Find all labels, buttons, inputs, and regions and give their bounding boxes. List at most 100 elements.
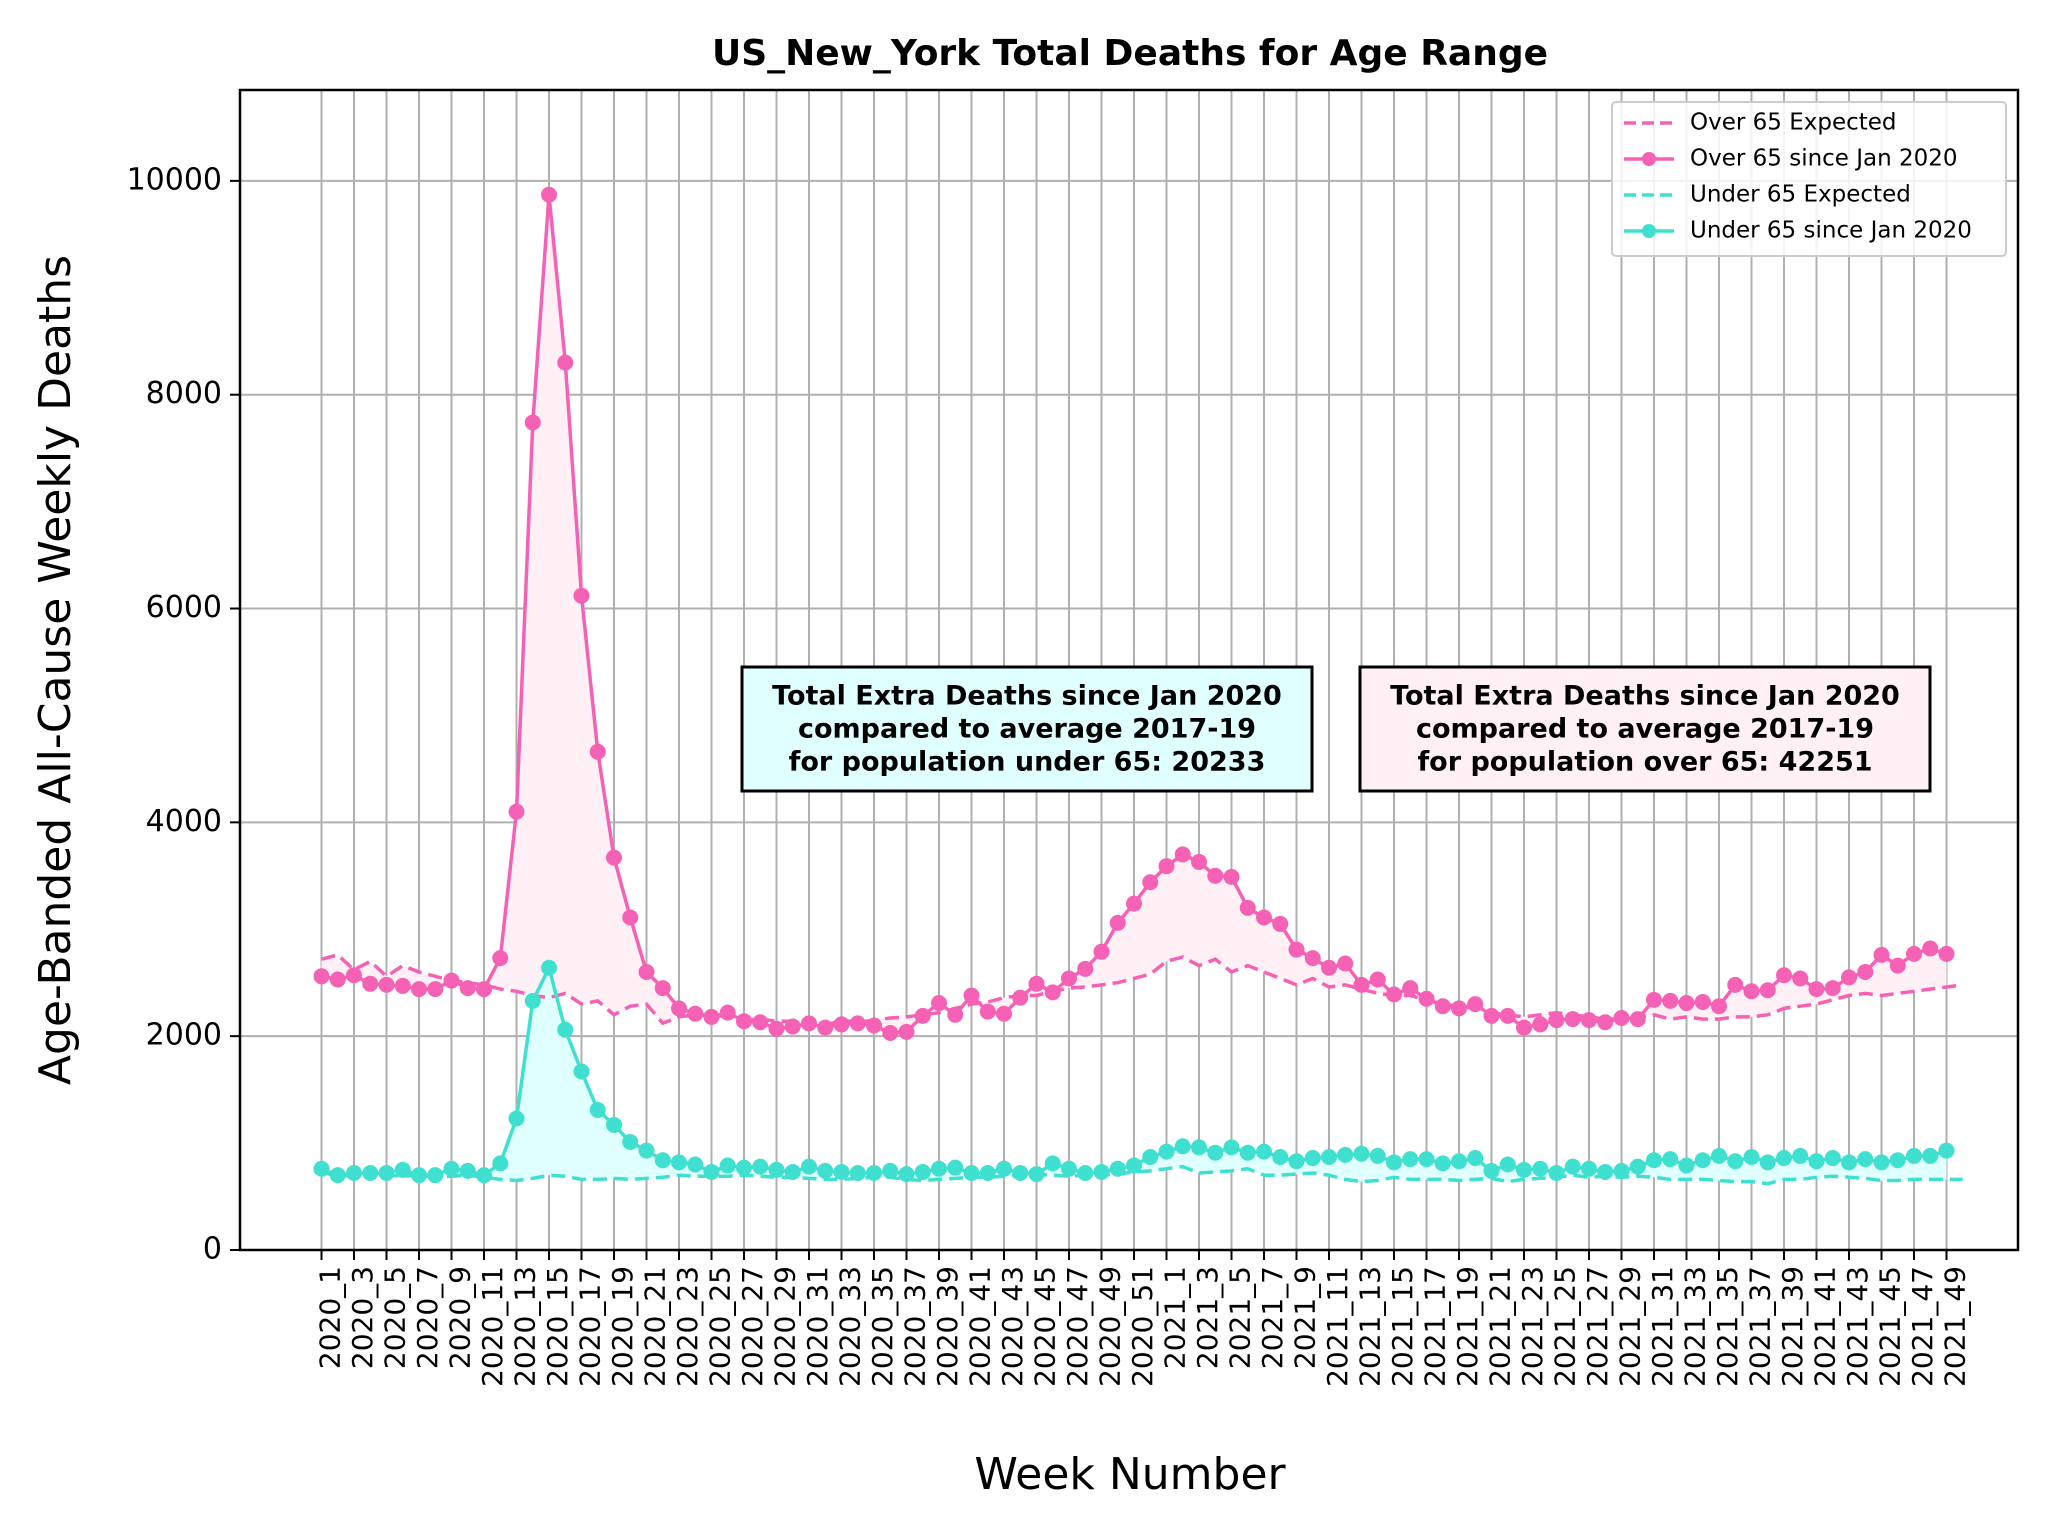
- data-point: [687, 1005, 704, 1022]
- y-tick-label: 4000: [146, 804, 222, 839]
- data-point: [979, 1003, 996, 1020]
- x-tick-label: 2021_33: [1679, 1266, 1712, 1387]
- data-point: [703, 1008, 720, 1025]
- data-point: [606, 1116, 622, 1133]
- data-point: [459, 980, 476, 997]
- data-point: [1889, 1152, 1906, 1169]
- data-point: [1077, 960, 1094, 977]
- data-point: [1418, 990, 1435, 1007]
- y-tick-label: 6000: [146, 590, 222, 625]
- x-tick-label: 2020_27: [736, 1266, 769, 1387]
- x-tick-label: 2021_15: [1386, 1266, 1419, 1387]
- data-point: [947, 1159, 964, 1176]
- data-point: [1044, 984, 1061, 1001]
- data-point: [931, 995, 947, 1012]
- data-point: [1483, 1162, 1500, 1179]
- data-point: [589, 1101, 606, 1118]
- legend-label: Over 65 Expected: [1690, 110, 1897, 136]
- data-point: [476, 1167, 492, 1184]
- data-point: [1646, 1152, 1662, 1169]
- x-tick-label: 2020_51: [1126, 1266, 1159, 1387]
- data-point: [524, 992, 541, 1009]
- x-tick-label: 2021_29: [1614, 1266, 1647, 1387]
- x-tick-label: 2020_11: [476, 1266, 509, 1387]
- x-tick-label: 2021_5: [1224, 1266, 1257, 1369]
- x-tick-label: 2020_29: [769, 1266, 802, 1387]
- data-point: [1158, 858, 1175, 875]
- data-point: [1662, 992, 1679, 1009]
- x-tick-label: 2020_9: [444, 1266, 477, 1369]
- data-point: [1256, 1143, 1272, 1160]
- data-point: [1516, 1161, 1532, 1178]
- data-point: [508, 803, 525, 820]
- data-point: [898, 1023, 915, 1040]
- data-point: [947, 1006, 964, 1023]
- data-point: [1678, 1157, 1695, 1174]
- data-point: [1581, 1012, 1597, 1029]
- data-point: [1516, 1019, 1532, 1036]
- data-point: [1337, 1146, 1354, 1163]
- data-point: [1759, 982, 1776, 999]
- data-point: [1239, 899, 1256, 916]
- data-point: [671, 1000, 687, 1017]
- legend-swatch-marker: [1642, 224, 1656, 238]
- data-point: [1646, 991, 1662, 1008]
- x-tick-label: 2020_47: [1061, 1266, 1094, 1387]
- data-point: [671, 1154, 687, 1171]
- x-tick-label: 2021_45: [1874, 1266, 1907, 1387]
- data-point: [654, 980, 671, 997]
- data-point: [1483, 1007, 1500, 1024]
- x-tick-label: 2021_9: [1289, 1266, 1322, 1369]
- data-point: [1694, 1152, 1711, 1169]
- data-point: [638, 964, 655, 981]
- data-point: [849, 1165, 866, 1182]
- data-point: [1044, 1155, 1061, 1172]
- data-point: [1028, 975, 1045, 992]
- x-tick-label: 2020_15: [541, 1266, 574, 1387]
- data-point: [1028, 1166, 1045, 1183]
- x-tick-label: 2021_41: [1809, 1266, 1842, 1387]
- annotation-box: [1358, 665, 1932, 793]
- series-line: [321, 1164, 1963, 1186]
- x-tick-label: 2021_13: [1354, 1266, 1387, 1387]
- data-point: [1581, 1160, 1597, 1177]
- data-point: [719, 1004, 736, 1021]
- x-tick-label: 2021_19: [1451, 1266, 1484, 1387]
- x-tick-label: 2021_3: [1191, 1266, 1224, 1369]
- x-tick-label: 2020_49: [1094, 1266, 1127, 1387]
- x-tick-label: 2020_41: [964, 1266, 997, 1387]
- data-point: [1467, 1150, 1484, 1167]
- data-point: [346, 967, 362, 984]
- legend-label: Under 65 Expected: [1690, 182, 1911, 208]
- data-point: [1532, 1016, 1549, 1033]
- x-tick-label: 2020_45: [1029, 1266, 1062, 1387]
- data-point: [1304, 1150, 1321, 1167]
- series-under-65-expected: [321, 1164, 1963, 1186]
- data-point: [914, 1163, 931, 1180]
- data-point: [1434, 1155, 1451, 1172]
- data-point: [1694, 993, 1711, 1010]
- data-point: [849, 1015, 866, 1032]
- x-tick-label: 2021_49: [1939, 1266, 1972, 1387]
- data-point: [508, 1110, 525, 1127]
- data-point: [1532, 1160, 1549, 1177]
- data-point: [1239, 1144, 1256, 1161]
- x-tick-label: 2020_5: [379, 1266, 412, 1369]
- data-point: [1564, 1011, 1581, 1028]
- series-over-65-since-jan-2020: [313, 186, 1955, 1041]
- data-point: [1402, 980, 1419, 997]
- y-axis-label: Age-Banded All-Cause Weekly Deaths: [30, 255, 81, 1085]
- data-point: [654, 1152, 671, 1169]
- data-point: [394, 1161, 411, 1178]
- data-point: [1629, 1011, 1646, 1028]
- data-point: [1841, 1154, 1857, 1171]
- x-tick-label: 2021_47: [1906, 1266, 1939, 1387]
- series-over-65-expected: [321, 953, 1964, 1028]
- data-point: [1662, 1151, 1679, 1168]
- data-point: [1499, 1007, 1516, 1024]
- x-tick-label: 2021_11: [1321, 1266, 1354, 1387]
- series-line: [321, 953, 1964, 1028]
- x-tick-label: 2020_21: [639, 1266, 672, 1387]
- data-point: [1418, 1151, 1435, 1168]
- x-tick-label: 2021_35: [1711, 1266, 1744, 1387]
